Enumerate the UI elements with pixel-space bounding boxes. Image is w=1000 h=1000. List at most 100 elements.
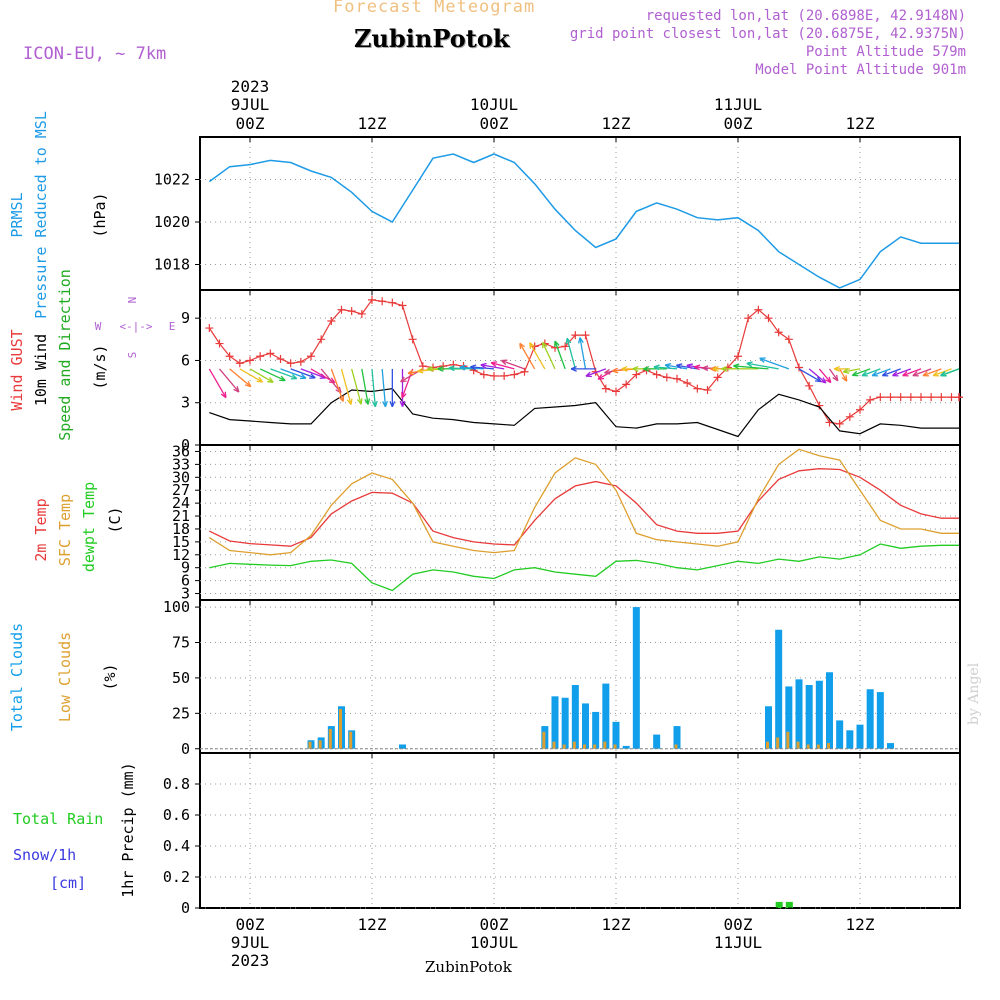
gust-point-marker [286, 359, 295, 368]
wind-direction-arrowhead [364, 398, 371, 405]
temperature-ytick-label: 18 [172, 520, 190, 538]
total-cloud-bar [622, 745, 630, 749]
gust-point-marker [337, 305, 346, 314]
wind-direction-arrow [665, 364, 688, 370]
clouds-ytick-label: 0 [181, 740, 190, 758]
clouds-ytick-label: 25 [172, 704, 190, 722]
precip-ytick-label: 0 [181, 899, 190, 917]
footer-station: ZubinPotok [425, 958, 512, 976]
panels-layer [195, 136, 961, 909]
gust-point-marker [296, 357, 305, 366]
sfc-temp-series-line [208, 448, 959, 556]
wind-direction-arrowhead [825, 376, 832, 384]
compass-n-label: N [126, 297, 139, 304]
pressure-ytick-label: 1018 [154, 256, 190, 274]
pressure-ytick-label: 1020 [154, 213, 190, 231]
bottom-time-tick-label: 00Z [480, 915, 509, 934]
wind-direction-arrowhead [399, 400, 406, 407]
wind-direction-arrowhead [256, 376, 264, 383]
total-cloud-bar [551, 696, 559, 749]
credit-label: by Angel [966, 662, 982, 725]
dewpt-series-line [209, 543, 959, 592]
wind-direction-arrowhead [338, 395, 345, 402]
precip-unit-label: 1hr Precip (mm) [119, 762, 137, 897]
wind-gust-label: Wind GUST [8, 329, 26, 410]
gust-point-marker [703, 386, 712, 395]
gust-point-marker [215, 339, 224, 348]
wind-direction-arrow [270, 368, 298, 380]
low-cloud-bar [542, 731, 546, 749]
wind-direction-arrow [759, 357, 790, 370]
wind-direction-arrow [733, 365, 769, 370]
compass-e-label: E [169, 320, 176, 333]
low-cloud-bar [827, 743, 830, 749]
wind-direction-arrowhead [500, 359, 508, 366]
wind-direction-arrowhead [309, 373, 316, 379]
wind-direction-arrowhead [448, 365, 455, 372]
wind-ytick-label: 3 [181, 394, 190, 412]
clouds-ytick-label: 75 [172, 634, 190, 652]
wind-series-line [209, 387, 959, 438]
wind-direction-arrowhead [940, 371, 947, 377]
wind-direction-arrowhead [400, 376, 407, 383]
wind-direction-arrowhead [233, 386, 240, 393]
wind-direction-arrowhead [459, 364, 466, 371]
wind-direction-arrow [676, 364, 698, 370]
total-cloud-bar [846, 730, 854, 749]
gust-point-marker [917, 393, 925, 402]
wind-direction-arrow [566, 337, 576, 370]
model-label: ICON-EU, ~ 7km [23, 44, 167, 64]
wind-direction-arrow [554, 340, 566, 370]
wind-direction-arrowhead [759, 357, 766, 363]
gust-point-marker [612, 387, 620, 396]
wind-direction-arrowhead [643, 365, 650, 372]
gust-point-marker [693, 384, 702, 393]
wind-direction-arrow [653, 366, 678, 370]
wind-direction-arrow [529, 342, 546, 370]
gust-point-marker [876, 393, 885, 402]
labels-layer: 1018102010220369369121518212427303336025… [8, 77, 875, 970]
gust-point-marker [581, 331, 590, 340]
wind-direction-arrow [852, 368, 871, 377]
wind-direction-arrow [892, 368, 912, 377]
wind-direction-arrowhead [382, 400, 388, 408]
gust-point-marker [571, 331, 580, 340]
precip-ytick-label: 0.4 [163, 837, 190, 855]
gust-point-marker [784, 335, 793, 344]
low-cloud-bar [816, 744, 820, 749]
gust-point-marker [835, 419, 844, 428]
snow-label: Snow/1h [13, 846, 76, 864]
gust-point-marker [490, 371, 498, 380]
wind-direction-arrow [882, 368, 901, 377]
low-cloud-bar [339, 709, 342, 749]
wind-direction-arrowhead [664, 363, 672, 369]
clouds-ytick-label: 100 [163, 598, 190, 616]
wind-direction-arrowhead [220, 391, 227, 399]
wind-direction-arrowhead [554, 340, 560, 348]
low-cloud-bar [308, 741, 312, 749]
gust-point-marker [601, 384, 610, 393]
total-cloud-bar [887, 743, 894, 749]
total-cloud-bar [632, 607, 640, 749]
wind-direction-arrow [828, 368, 839, 382]
temperature-ytick-label: 3 [181, 585, 190, 603]
gust-point-marker [307, 352, 315, 361]
gust-point-marker [795, 363, 803, 372]
wind-direction-arrowhead [437, 365, 444, 372]
wind-direction-arrowhead [490, 361, 498, 367]
gust-point-marker [744, 314, 753, 323]
wind-direction-arrow [229, 368, 252, 388]
gust-point-marker [235, 359, 244, 368]
total-cloud-bar [765, 706, 772, 749]
wind-direction-arrow [361, 368, 369, 405]
wind-direction-arrow [912, 368, 932, 377]
bottom-day-label: 11JUL [714, 933, 762, 952]
gust-point-marker [764, 314, 773, 323]
pressure-label-prmsl: PRMSL [8, 192, 26, 237]
total-cloud-bar [775, 629, 783, 749]
wind-direction-arrowhead [417, 367, 424, 374]
wind-direction-arrowhead [632, 365, 639, 372]
wind-direction-arrowhead [871, 371, 879, 377]
